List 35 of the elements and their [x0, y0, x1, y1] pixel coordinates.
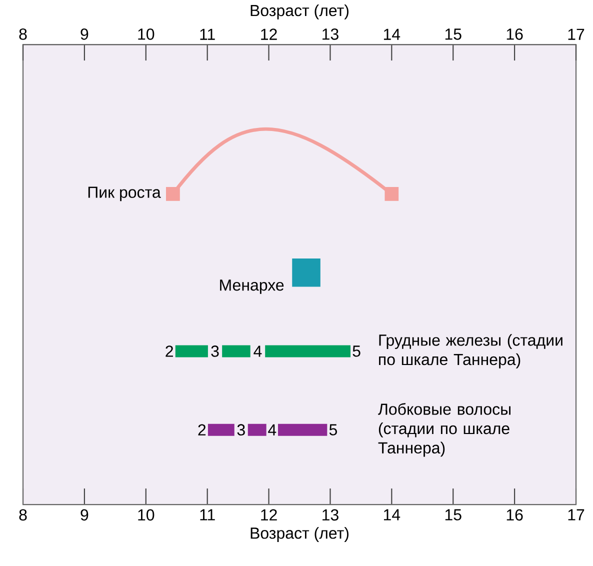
y-tick-label: Пик роста: [88, 187, 161, 202]
x-tick-label: 16: [506, 28, 523, 40]
y-tick-label: Лобковые волосы (стадии по шкале Таннера): [378, 403, 510, 457]
y-tick-label: Грудные железы (стадии по шкале Таннера): [379, 334, 562, 369]
annotation: 4: [268, 424, 276, 436]
x-tick-label: 10: [138, 28, 154, 40]
x2-tick-label: 14: [384, 509, 400, 520]
annotation: 2: [198, 424, 206, 436]
annotation: 4: [254, 346, 262, 357]
x2-axis-title: Возраст (лет): [250, 4, 348, 20]
x2-tick-label: 16: [506, 509, 523, 521]
x2-tick-label: 13: [322, 509, 338, 521]
x-tick-label: 14: [384, 29, 400, 40]
x2-tick-label: 9: [80, 509, 88, 521]
x-tick-label: 11: [200, 29, 215, 40]
annotation: 2: [166, 346, 173, 358]
x-tick-label: 13: [322, 28, 338, 40]
bar: [292, 258, 320, 287]
x2-tick-label: 15: [445, 509, 462, 521]
x-tick-label: 15: [445, 28, 462, 40]
x2-tick-label: 12: [261, 509, 277, 521]
y-tick-label: Менархе: [220, 280, 284, 294]
x-axis-title: Возраст (лет): [250, 527, 348, 542]
annotation: 5: [329, 424, 337, 436]
annotation: 3: [237, 424, 245, 436]
x-tick-label: 9: [80, 28, 88, 40]
x-tick-label: 12: [261, 28, 277, 40]
annotation: 5: [352, 346, 360, 358]
x2-tick-label: 11: [200, 509, 215, 520]
x2-tick-label: 17: [568, 509, 584, 520]
annotation: 3: [211, 346, 219, 358]
x2-tick-label: 10: [138, 509, 154, 521]
x2-tick-label: 8: [19, 509, 27, 521]
x-tick-label: 8: [19, 28, 27, 40]
x-tick-label: 17: [568, 29, 584, 40]
